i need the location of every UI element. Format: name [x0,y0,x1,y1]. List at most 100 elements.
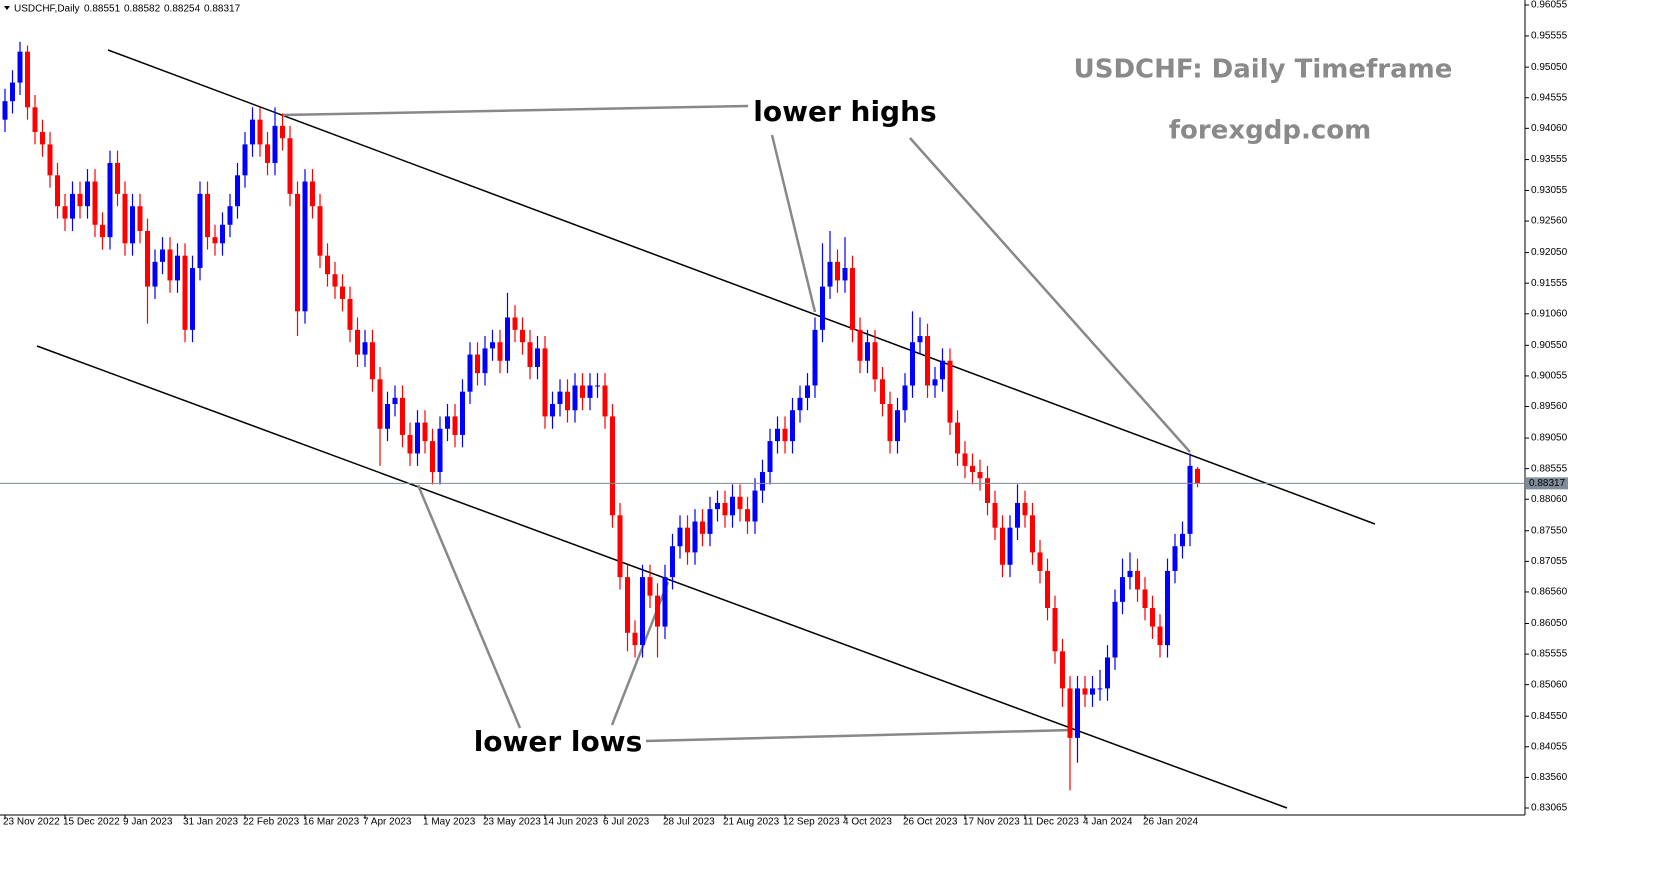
candle-body [805,385,810,398]
y-tick-label: 0.86050 [1531,618,1568,629]
candle-body [1090,688,1095,695]
candle-body [205,193,210,238]
candle-body [910,342,915,386]
y-tick-label: 0.86560 [1531,587,1568,598]
candle-body [655,595,660,627]
candle-body [355,329,360,355]
pointer [645,728,1073,743]
y-tick-label: 0.87055 [1531,556,1568,567]
x-tick-label: 4 Jan 2024 [1083,817,1133,828]
candle-body [160,249,165,262]
candle-body [662,577,668,627]
candle-body [182,255,188,330]
menu-arrow [4,6,10,10]
candle-body [1007,527,1013,565]
pointer [416,484,522,729]
candle-body [535,348,540,367]
candle-body [812,329,818,386]
candle-body [715,502,720,510]
candle-body [977,472,983,479]
x-tick-label: 16 Mar 2023 [303,817,360,828]
candle-body [962,453,968,466]
candle-body [550,404,555,417]
candle-body [1060,651,1065,689]
chart-subtitle: forexgdp.com [1169,116,1371,146]
candle-body [100,224,105,238]
candle-body [632,632,638,646]
candle-body [940,360,945,380]
candle-body [62,206,68,219]
candle-body [1067,688,1073,738]
candle-body [25,51,30,108]
candle-body [827,261,833,287]
pointers [281,104,1191,743]
candle-body [542,348,548,417]
candle-body [122,193,128,244]
candle-body [647,577,653,596]
header-low: 0.88254 [164,4,201,15]
candle-body [287,138,293,194]
candle-body [902,385,908,411]
candle-body [685,527,690,553]
candle-body [1165,570,1170,646]
x-tick-label: 6 Jul 2023 [603,817,650,828]
candle-body [587,385,593,398]
candle-body [985,478,990,503]
candle-body [2,101,8,120]
candle-body [32,107,38,133]
candle-body [1105,657,1110,689]
y-tick-label: 0.85060 [1531,679,1568,690]
annotation: lower lows [474,725,643,758]
x-tick-label: 7 Apr 2023 [363,817,412,828]
candle-body [332,274,338,287]
x-tick-label: 4 Oct 2023 [843,817,892,828]
candle-body [1172,546,1178,571]
x-tick-label: 22 Feb 2023 [243,817,300,828]
y-tick-label: 0.84055 [1531,741,1568,752]
candle-body [775,428,780,442]
candle-body [175,255,180,281]
y-tick-label: 0.92050 [1531,247,1568,258]
candle-body [670,546,675,578]
candle-body [752,490,758,522]
candle-body [820,286,825,330]
x-tick-label: 26 Jan 2024 [1143,817,1198,828]
candle-body [47,144,53,176]
y-tick-label: 0.96055 [1531,0,1568,11]
candle-body [527,342,533,367]
candle-body [1150,608,1155,627]
candle-body [377,379,383,429]
candle-body [1135,570,1140,590]
candle-body [340,286,345,299]
x-tick-label: 1 May 2023 [423,817,476,828]
y-tick-label: 0.93555 [1531,154,1568,165]
candle-body [565,391,570,411]
x-tick-label: 17 Nov 2023 [963,817,1020,828]
x-tick-label: 9 Jan 2023 [123,817,173,828]
candle-body [1142,589,1148,609]
x-tick-label: 11 Dec 2023 [1023,817,1079,828]
y-tick-label: 0.87550 [1531,525,1568,536]
candle-body [317,206,323,256]
candle-body [925,336,930,386]
candle-body [790,410,795,442]
y-tick-label: 0.90550 [1531,340,1568,351]
candle-body [107,162,113,238]
candle-body [1022,502,1028,516]
candle-body [970,465,975,473]
candle-body [745,509,750,522]
y-tick-label: 0.92560 [1531,216,1568,227]
candle-body [1180,533,1185,547]
candle-body [212,237,218,244]
candle-body [512,317,518,330]
price-label: 0.88317 [1529,478,1566,489]
candle-body [115,162,120,194]
candle-body [1187,465,1193,534]
candle-body [872,342,878,380]
chart-title: USDCHF: Daily Timeframe [1074,55,1453,85]
candle-body [782,428,788,442]
candle-body [415,422,420,454]
candle-body [490,342,495,349]
y-tick-label: 0.84550 [1531,711,1568,722]
candle-body [437,428,443,473]
